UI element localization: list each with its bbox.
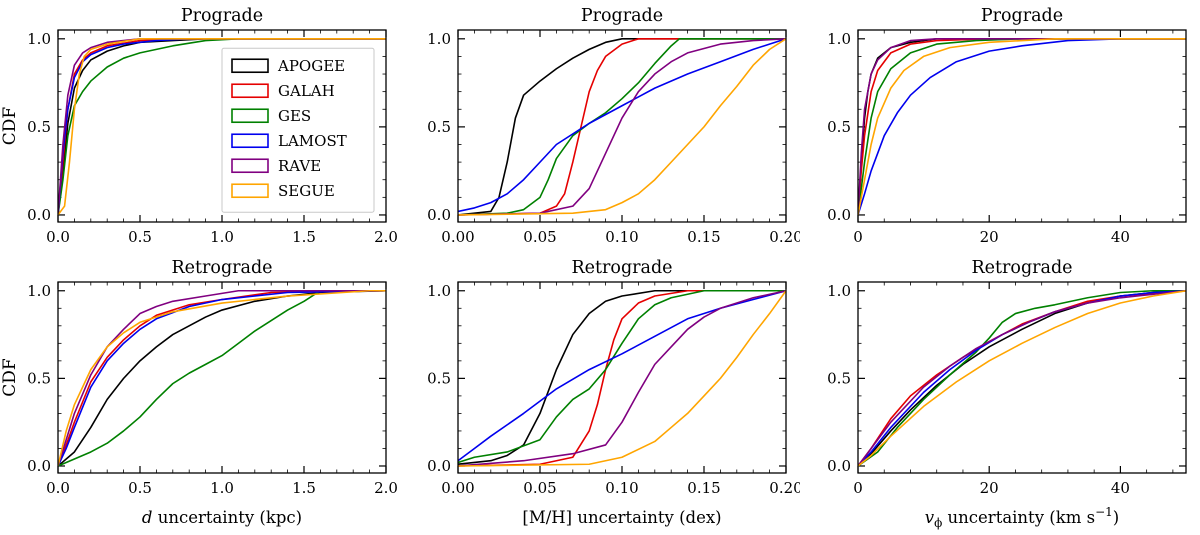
svg-text:0: 0	[853, 228, 863, 246]
svg-text:0.10: 0.10	[605, 479, 638, 497]
svg-text:0.0: 0.0	[46, 479, 70, 497]
svg-text:1.0: 1.0	[210, 479, 234, 497]
panel-retrograde-metallicity: 0.00 0.05 0.10 0.15 0.20 0.0 0.5 1.0 Retrograde […	[400, 252, 800, 535]
svg-text:LAMOST: LAMOST	[278, 132, 347, 150]
panel-retrograde-vphi: 0 20 40 0.0 0.5 1.0 Retrograde vϕ uncertainty (…	[800, 252, 1200, 535]
svg-text:1.0: 1.0	[827, 282, 851, 300]
svg-text:GES: GES	[278, 107, 311, 125]
svg-text:0.20: 0.20	[769, 228, 800, 246]
svg-text:2.0: 2.0	[374, 228, 398, 246]
svg-text:0.00: 0.00	[441, 228, 474, 246]
svg-text:0.5: 0.5	[427, 118, 451, 136]
panel-prograde-vphi: 0 20 40 0.0 0.5 1.0 Prograde	[800, 0, 1200, 252]
svg-text:SEGUE: SEGUE	[278, 182, 335, 200]
svg-text:APOGEE: APOGEE	[277, 57, 345, 75]
panel-retrograde-distance: 0.0 0.5 1.0 1.5 2.0 0.0 0.5 1.0 Retrograde CDF d u…	[0, 252, 400, 535]
svg-text:2.0: 2.0	[374, 479, 398, 497]
svg-text:0.5: 0.5	[427, 369, 451, 387]
chart-prograde-distance: 0.0 0.5 1.0 1.5 2.0 0.0 0.5 1.0 Prograde CDF APOGE…	[0, 0, 400, 252]
svg-text:0.0: 0.0	[827, 457, 851, 475]
svg-text:1.0: 1.0	[827, 30, 851, 48]
svg-text:vϕ uncertainty (km s−1): vϕ uncertainty (km s−1)	[925, 505, 1119, 530]
svg-text:[M/H] uncertainty (dex): [M/H] uncertainty (dex)	[522, 508, 721, 527]
svg-text:0.0: 0.0	[427, 206, 451, 224]
svg-text:1.0: 1.0	[427, 282, 451, 300]
svg-text:Retrograde: Retrograde	[571, 258, 672, 278]
svg-text:0.0: 0.0	[46, 228, 70, 246]
svg-text:0.05: 0.05	[523, 479, 556, 497]
svg-text:Prograde: Prograde	[181, 6, 263, 26]
svg-text:1.0: 1.0	[27, 30, 51, 48]
svg-text:Retrograde: Retrograde	[171, 258, 272, 278]
svg-text:1.0: 1.0	[27, 282, 51, 300]
svg-text:1.0: 1.0	[427, 30, 451, 48]
svg-text:1.0: 1.0	[210, 228, 234, 246]
svg-text:1.5: 1.5	[292, 228, 316, 246]
svg-text:Prograde: Prograde	[981, 6, 1063, 26]
svg-text:CDF: CDF	[0, 358, 20, 397]
svg-text:20: 20	[980, 479, 999, 497]
svg-text:Prograde: Prograde	[581, 6, 663, 26]
svg-text:0.5: 0.5	[128, 228, 152, 246]
svg-text:0.5: 0.5	[27, 369, 51, 387]
svg-text:0.10: 0.10	[605, 228, 638, 246]
panel-prograde-metallicity: 0.00 0.05 0.10 0.15 0.20 0.0 0.5 1.0 Prograde	[400, 0, 800, 252]
svg-text:1.5: 1.5	[292, 479, 316, 497]
svg-text:GALAH: GALAH	[278, 82, 335, 100]
svg-text:40: 40	[1111, 228, 1130, 246]
svg-text:0.5: 0.5	[827, 118, 851, 136]
panel-prograde-distance: 0.0 0.5 1.0 1.5 2.0 0.0 0.5 1.0 Prograde CDF APOGE…	[0, 0, 400, 252]
svg-text:0.00: 0.00	[441, 479, 474, 497]
svg-text:0.15: 0.15	[687, 479, 720, 497]
svg-text:0.5: 0.5	[128, 479, 152, 497]
svg-text:20: 20	[980, 228, 999, 246]
svg-text:0.0: 0.0	[27, 206, 51, 224]
svg-text:0.0: 0.0	[27, 457, 51, 475]
svg-text:0.15: 0.15	[687, 228, 720, 246]
svg-text:0.20: 0.20	[769, 479, 800, 497]
chart-retrograde-vphi: 0 20 40 0.0 0.5 1.0 Retrograde vϕ uncertainty (…	[800, 252, 1200, 535]
chart-prograde-vphi: 0 20 40 0.0 0.5 1.0 Prograde	[800, 0, 1200, 252]
chart-retrograde-metallicity: 0.00 0.05 0.10 0.15 0.20 0.0 0.5 1.0 Retrograde […	[400, 252, 800, 535]
svg-text:0.5: 0.5	[827, 369, 851, 387]
chart-prograde-metallicity: 0.00 0.05 0.10 0.15 0.20 0.0 0.5 1.0 Prograde	[400, 0, 800, 252]
svg-text:d uncertainty (kpc): d uncertainty (kpc)	[142, 508, 302, 527]
svg-text:0.05: 0.05	[523, 228, 556, 246]
svg-text:0.0: 0.0	[427, 457, 451, 475]
svg-text:0.5: 0.5	[27, 118, 51, 136]
svg-text:CDF: CDF	[0, 107, 20, 146]
chart-retrograde-distance: 0.0 0.5 1.0 1.5 2.0 0.0 0.5 1.0 Retrograde CDF d u…	[0, 252, 400, 535]
svg-text:40: 40	[1111, 479, 1130, 497]
svg-text:0.0: 0.0	[827, 206, 851, 224]
svg-text:0: 0	[853, 479, 863, 497]
svg-text:Retrograde: Retrograde	[971, 258, 1072, 278]
svg-text:RAVE: RAVE	[278, 157, 321, 175]
